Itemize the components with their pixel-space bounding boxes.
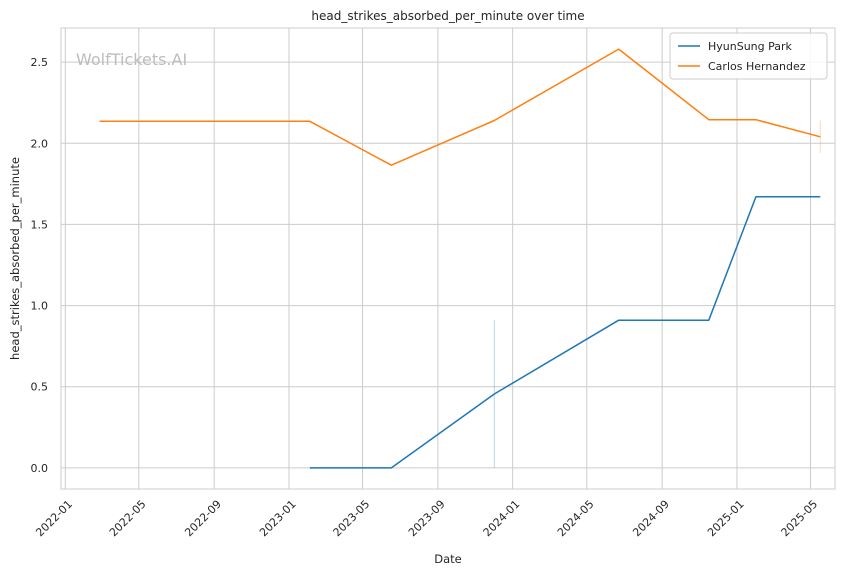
legend: HyunSung Park Carlos Hernandez [669, 32, 828, 80]
grid-lines [61, 28, 835, 489]
y-tick-labels: 0.0 0.5 1.0 1.5 2.0 2.5 [31, 56, 49, 475]
y-tick-label: 1.0 [31, 300, 49, 313]
y-axis-title: head_strikes_absorbed_per_minute [8, 157, 22, 360]
plot-background [61, 28, 835, 489]
x-axis-title: Date [434, 552, 462, 566]
plot-frame [60, 27, 836, 490]
legend-box [669, 32, 828, 80]
chart-title: head_strikes_absorbed_per_minute over ti… [311, 9, 584, 23]
legend-label: Carlos Hernandez [708, 60, 806, 73]
watermark-text: WolfTickets.AI [76, 50, 187, 69]
y-tick-label: 2.5 [31, 56, 49, 69]
y-tick-label: 1.5 [31, 218, 49, 231]
legend-label: HyunSung Park [708, 40, 793, 53]
y-tick-label: 0.0 [31, 462, 49, 475]
plot-area: WolfTickets.AI [60, 27, 836, 490]
series-line [99, 48, 821, 166]
y-tick-label: 0.5 [31, 381, 49, 394]
y-tick-label: 2.0 [31, 137, 49, 150]
series-line [309, 196, 821, 469]
series-lines [99, 48, 821, 469]
